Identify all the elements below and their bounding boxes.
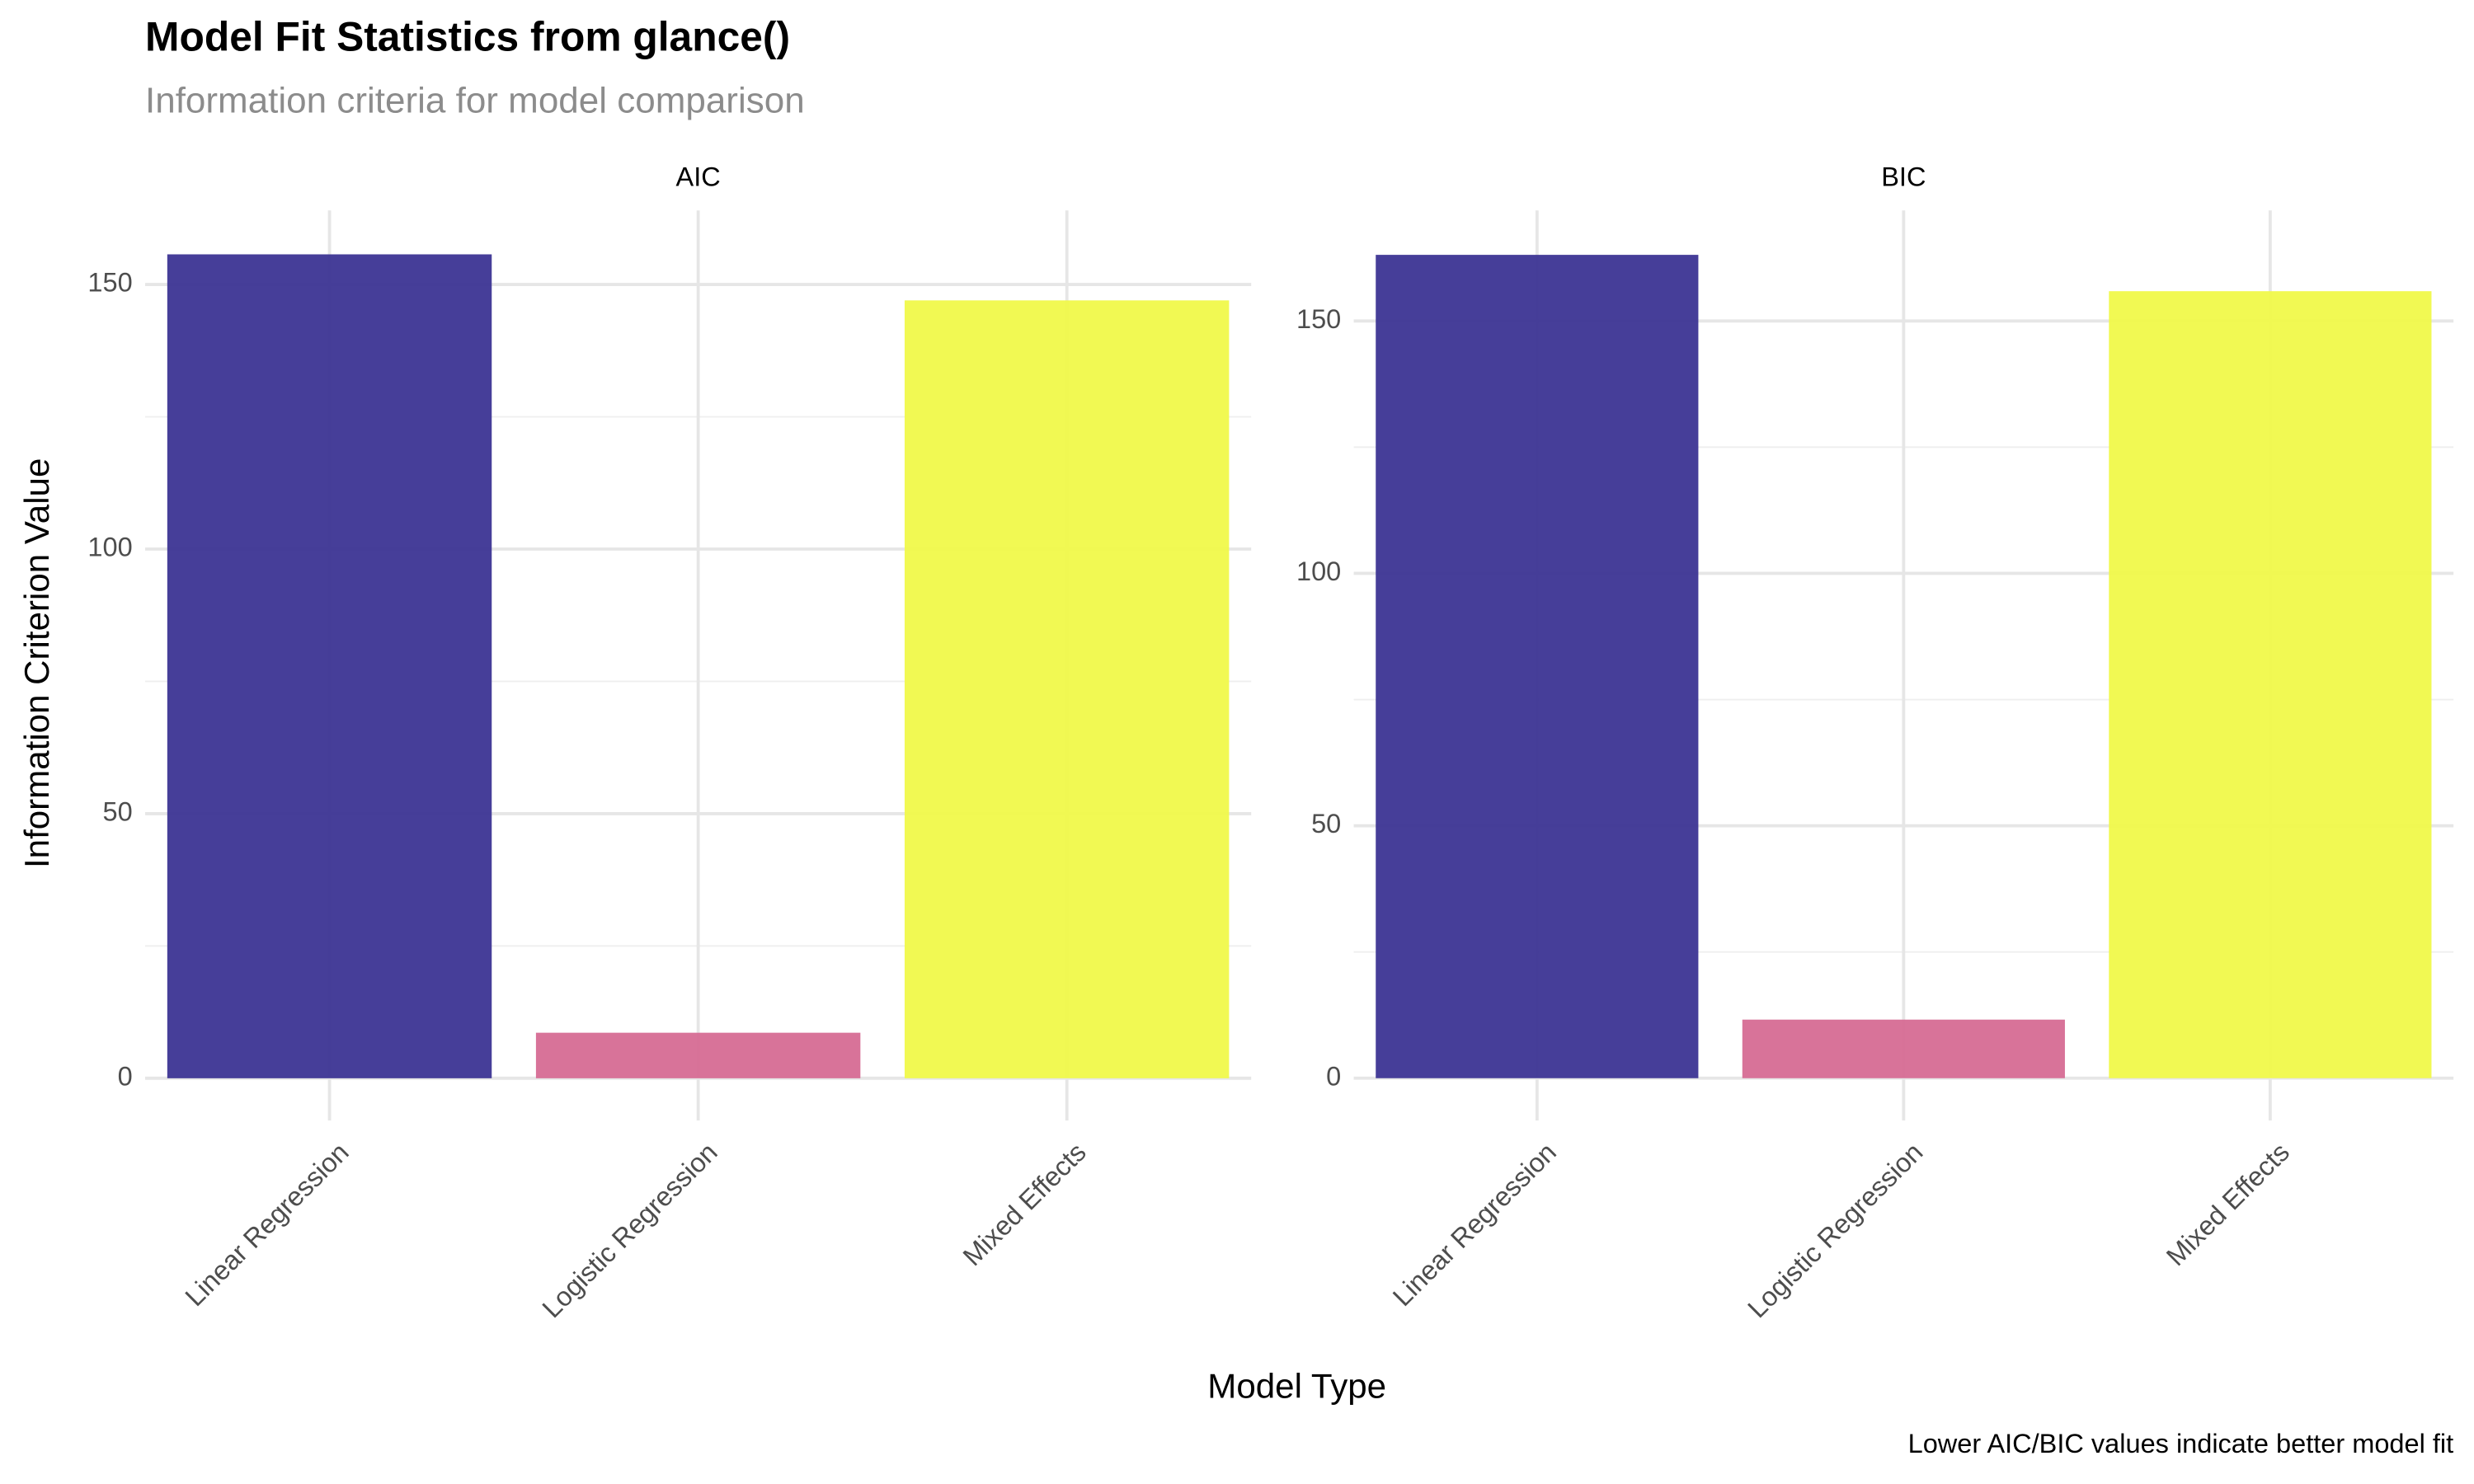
bar [904, 300, 1230, 1078]
y-tick-label: 150 [1296, 304, 1341, 334]
chart-title: Model Fit Statistics from glance() [145, 14, 790, 60]
y-tick-label: 100 [87, 533, 132, 562]
y-axis-title: Information Criterion Value [17, 458, 56, 868]
y-tick-label: 0 [1326, 1061, 1341, 1091]
bar [1742, 1019, 2065, 1078]
x-axis-title: Model Type [1207, 1367, 1386, 1406]
bar [2109, 291, 2432, 1078]
y-tick-label: 50 [1311, 809, 1341, 838]
bar [167, 254, 492, 1078]
facet-label: AIC [676, 162, 721, 192]
bar [535, 1032, 861, 1078]
facet-label: BIC [1881, 162, 1926, 192]
chart-subtitle: Information criteria for model compariso… [145, 81, 805, 121]
y-tick-label: 50 [103, 797, 133, 827]
caption: Lower AIC/BIC values indicate better mod… [1908, 1429, 2453, 1458]
bar [1376, 255, 1699, 1078]
y-tick-label: 150 [87, 268, 132, 298]
y-tick-label: 100 [1296, 556, 1341, 586]
y-tick-label: 0 [118, 1061, 133, 1091]
